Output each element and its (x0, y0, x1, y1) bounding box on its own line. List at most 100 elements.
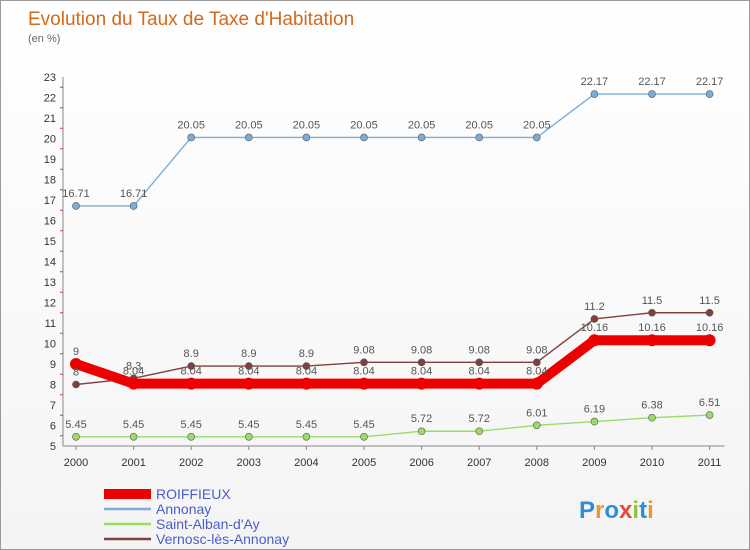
y-tick-label: 6 (50, 421, 56, 433)
series-point-0 (703, 334, 716, 347)
series-point-3 (590, 315, 599, 323)
data-label-1: 20.05 (350, 119, 378, 131)
y-tick-label: 20 (44, 134, 56, 146)
chart-title: Evolution du Taux de Taxe d'Habitation (28, 9, 354, 30)
y-tick-label: 21 (44, 113, 56, 125)
series-line-2 (75, 414, 711, 438)
legend-label-3: Vernosc-lès-Annonay (156, 531, 289, 547)
legend: ROIFFIEUXAnnonaySaint-Alban-d'AyVernosc-… (104, 486, 289, 547)
data-label-1: 20.05 (523, 119, 551, 131)
series-point-2 (129, 432, 138, 441)
series-point-2 (302, 432, 311, 441)
data-label-2: 6.01 (526, 407, 547, 419)
data-label-2: 6.19 (584, 404, 605, 416)
x-tick-label: 2003 (237, 457, 261, 469)
data-label-2: 5.45 (238, 419, 259, 431)
data-label-0: 8.04 (353, 366, 374, 378)
series-point-3 (417, 358, 426, 367)
series-point-3 (648, 308, 656, 317)
data-label-3: 8.9 (241, 348, 256, 360)
data-label-0: 8.04 (238, 366, 259, 378)
data-label-1: 20.05 (177, 119, 205, 131)
data-label-3: 11.5 (699, 295, 720, 307)
series-point-2 (187, 432, 195, 441)
data-label-3: 8.9 (184, 348, 199, 360)
series-point-0 (242, 377, 255, 390)
data-label-1: 20.05 (465, 119, 493, 131)
data-label-3: 9.08 (468, 344, 489, 356)
series-point-0 (473, 377, 486, 390)
y-tick-label: 18 (44, 175, 56, 187)
series-point-1 (417, 133, 426, 142)
x-tick-label: 2011 (698, 457, 722, 469)
y-tick-label: 11 (45, 318, 56, 330)
x-tick-label: 2010 (640, 457, 664, 469)
data-label-3: 8 (73, 367, 79, 379)
series-point-2 (705, 411, 714, 419)
series-point-1 (302, 133, 311, 142)
plot-area: 5 6 7 8 9 10 11 12 13 14 15 16 17 18 19 20 21 22 23 2000 200… (44, 72, 725, 469)
series-line-3 (75, 312, 711, 386)
x-tick-label: 2004 (294, 457, 318, 469)
series-point-2 (648, 413, 656, 422)
logo-letter: x (619, 497, 633, 524)
y-tick-label: 7 (50, 400, 56, 412)
data-label-3: 8.3 (126, 360, 141, 372)
logo-letter: i (632, 497, 639, 524)
data-label-1: 22.17 (581, 76, 609, 88)
legend-label-1: Annonay (156, 501, 211, 517)
series-point-3 (475, 358, 484, 367)
data-label-2: 5.45 (65, 419, 86, 431)
data-label-0: 10.16 (581, 322, 609, 334)
x-tick-label: 2007 (467, 457, 491, 469)
data-label-1: 22.17 (638, 76, 666, 88)
series-line-0 (71, 335, 715, 389)
logo-letter: t (639, 497, 647, 524)
series-point-2 (590, 417, 599, 426)
data-label-0: 9 (73, 346, 79, 358)
x-tick-label: 2005 (352, 457, 376, 469)
series-point-0 (300, 377, 313, 390)
y-tick-label: 10 (44, 339, 56, 351)
x-tick-label: 2006 (409, 457, 433, 469)
series-point-3 (245, 362, 253, 370)
series-point-0 (70, 358, 82, 370)
y-tick-label: 8 (50, 380, 56, 392)
data-label-1: 16.71 (62, 188, 90, 200)
proxiti-logo: Proxiti (579, 497, 654, 524)
series-point-0 (530, 377, 543, 390)
data-label-0: 8.04 (468, 366, 489, 378)
y-tick-label: 9 (50, 359, 56, 371)
logo-letter: r (595, 497, 604, 524)
series-point-2 (360, 432, 368, 441)
logo-letter: P (579, 497, 595, 524)
series-point-1 (360, 133, 368, 142)
series-point-1 (245, 133, 253, 142)
data-label-2: 5.45 (123, 419, 144, 431)
logo-letter: o (604, 497, 619, 524)
series-point-3 (187, 362, 195, 370)
data-label-3: 11.5 (642, 295, 663, 307)
series-point-2 (532, 421, 541, 430)
y-tick-label: 13 (44, 277, 56, 289)
series-point-1 (648, 90, 656, 98)
series-point-2 (72, 432, 80, 441)
data-label-0: 8.04 (296, 366, 317, 378)
data-label-0: 10.16 (696, 322, 724, 334)
x-tick-label: 2009 (582, 457, 606, 469)
data-label-2: 5.45 (353, 419, 374, 431)
data-label-3: 9.08 (353, 344, 374, 356)
y-tick-label: 22 (44, 93, 56, 105)
data-label-0: 8.04 (526, 366, 547, 378)
data-label-3: 9.08 (411, 344, 432, 356)
x-tick-label: 2008 (525, 457, 549, 469)
y-tick-label: 15 (44, 236, 56, 248)
data-label-2: 6.38 (641, 400, 662, 412)
legend-label-0: ROIFFIEUX (156, 486, 231, 502)
x-tick-label: 2000 (64, 457, 88, 469)
series-point-1 (532, 133, 541, 142)
series-point-1 (187, 133, 195, 142)
data-label-2: 5.72 (468, 413, 489, 425)
data-label-1: 20.05 (408, 119, 436, 131)
